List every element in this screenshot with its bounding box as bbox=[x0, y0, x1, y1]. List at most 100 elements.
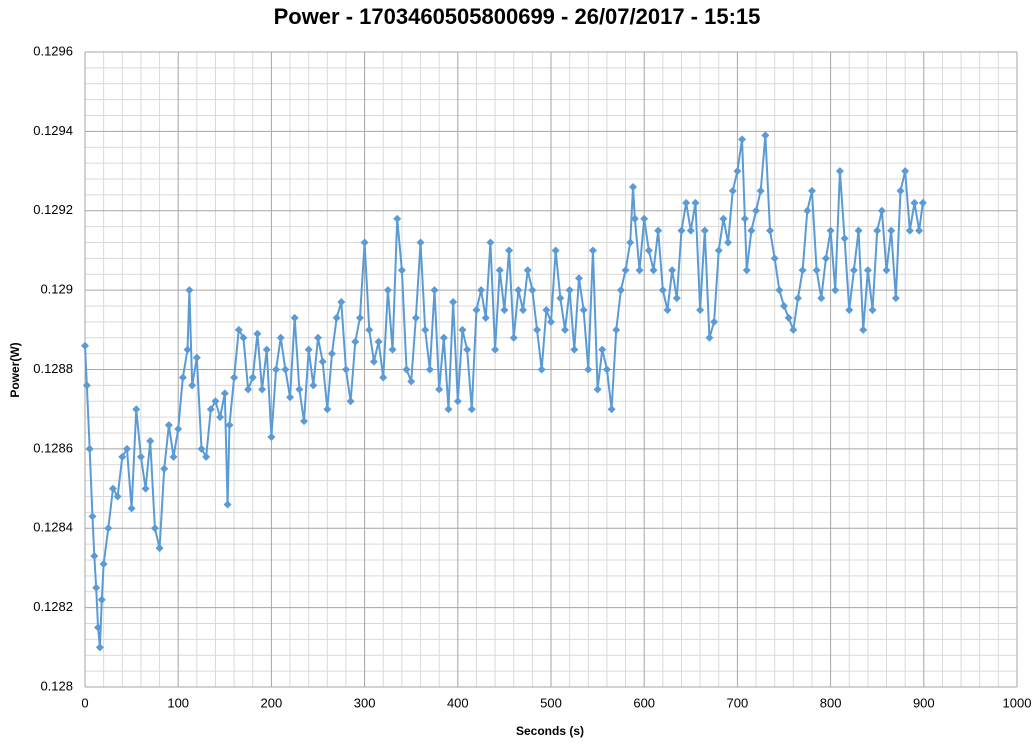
data-point bbox=[705, 333, 714, 342]
data-line bbox=[84, 135, 924, 648]
data-point bbox=[523, 266, 532, 275]
data-point bbox=[565, 286, 574, 295]
data-point bbox=[155, 544, 164, 553]
data-point bbox=[877, 206, 886, 215]
data-point bbox=[733, 167, 742, 176]
x-tick-label: 200 bbox=[261, 695, 283, 710]
y-tick-label: 0.1288 bbox=[33, 361, 73, 376]
data-point bbox=[122, 444, 131, 453]
data-point bbox=[360, 238, 369, 247]
data-point bbox=[99, 559, 108, 568]
data-point bbox=[388, 345, 397, 354]
data-point bbox=[821, 254, 830, 263]
data-point bbox=[351, 337, 360, 346]
chart-title: Power - 1703460505800699 - 26/07/2017 - … bbox=[274, 4, 761, 29]
data-point bbox=[411, 313, 420, 322]
data-point bbox=[560, 325, 569, 334]
data-point bbox=[551, 246, 560, 255]
data-point bbox=[369, 357, 378, 366]
data-point bbox=[849, 266, 858, 275]
data-point bbox=[859, 325, 868, 334]
data-point bbox=[738, 135, 747, 144]
data-point bbox=[509, 333, 518, 342]
x-tick-label: 0 bbox=[81, 695, 88, 710]
data-point bbox=[97, 595, 106, 604]
data-point bbox=[896, 186, 905, 195]
data-point bbox=[817, 294, 826, 303]
data-point bbox=[94, 623, 103, 632]
data-point bbox=[616, 286, 625, 295]
data-point bbox=[192, 353, 201, 362]
data-point bbox=[644, 246, 653, 255]
data-point bbox=[682, 198, 691, 207]
data-point bbox=[472, 305, 481, 314]
data-point bbox=[728, 186, 737, 195]
data-point bbox=[327, 349, 336, 358]
data-point bbox=[486, 238, 495, 247]
y-tick-label: 0.1284 bbox=[33, 520, 73, 535]
data-point bbox=[314, 333, 322, 342]
data-point bbox=[416, 238, 425, 247]
data-point bbox=[826, 226, 835, 235]
data-point bbox=[458, 325, 467, 334]
data-point bbox=[710, 317, 719, 326]
x-tick-label: 400 bbox=[447, 695, 469, 710]
data-point bbox=[556, 294, 565, 303]
data-point bbox=[658, 286, 667, 295]
y-tick-label: 0.1282 bbox=[33, 599, 73, 614]
data-point bbox=[276, 333, 285, 342]
data-point bbox=[626, 238, 635, 247]
x-tick-label: 300 bbox=[354, 695, 376, 710]
y-tick-label: 0.1294 bbox=[33, 123, 73, 138]
data-point bbox=[113, 492, 122, 501]
data-point bbox=[444, 405, 453, 414]
data-point bbox=[397, 266, 406, 275]
data-point bbox=[789, 325, 798, 334]
data-point bbox=[253, 329, 262, 338]
data-point bbox=[905, 226, 914, 235]
data-point bbox=[677, 226, 686, 235]
data-point bbox=[840, 234, 849, 243]
data-point bbox=[379, 373, 388, 382]
data-point bbox=[588, 246, 597, 255]
data-point bbox=[178, 373, 187, 382]
data-point bbox=[574, 274, 583, 283]
data-point bbox=[169, 452, 178, 461]
data-point bbox=[355, 313, 364, 322]
data-point bbox=[421, 325, 430, 334]
data-point bbox=[132, 405, 141, 414]
data-point bbox=[863, 266, 872, 275]
data-point bbox=[300, 417, 309, 426]
data-point bbox=[542, 305, 551, 314]
data-point bbox=[323, 405, 332, 414]
data-point bbox=[770, 254, 779, 263]
data-point bbox=[868, 305, 877, 314]
data-point bbox=[803, 206, 812, 215]
data-point bbox=[435, 385, 444, 394]
data-point bbox=[164, 421, 173, 430]
data-point bbox=[686, 226, 695, 235]
data-point bbox=[477, 286, 486, 295]
data-point bbox=[318, 357, 327, 366]
data-point bbox=[341, 365, 350, 374]
data-point bbox=[793, 294, 802, 303]
data-point bbox=[244, 385, 253, 394]
data-point bbox=[621, 266, 630, 275]
data-point bbox=[672, 294, 681, 303]
data-point bbox=[807, 186, 816, 195]
x-tick-label: 1000 bbox=[1003, 695, 1032, 710]
data-point bbox=[150, 524, 159, 533]
data-point bbox=[141, 484, 150, 493]
data-point bbox=[295, 385, 304, 394]
data-point bbox=[584, 365, 593, 374]
data-point bbox=[197, 444, 206, 453]
y-tick-label: 0.1286 bbox=[33, 440, 73, 455]
data-point bbox=[740, 214, 749, 223]
data-point bbox=[831, 286, 840, 295]
data-point bbox=[286, 393, 295, 402]
data-point bbox=[640, 214, 649, 223]
data-point bbox=[258, 385, 267, 394]
data-point bbox=[505, 246, 514, 255]
data-point bbox=[547, 317, 555, 326]
